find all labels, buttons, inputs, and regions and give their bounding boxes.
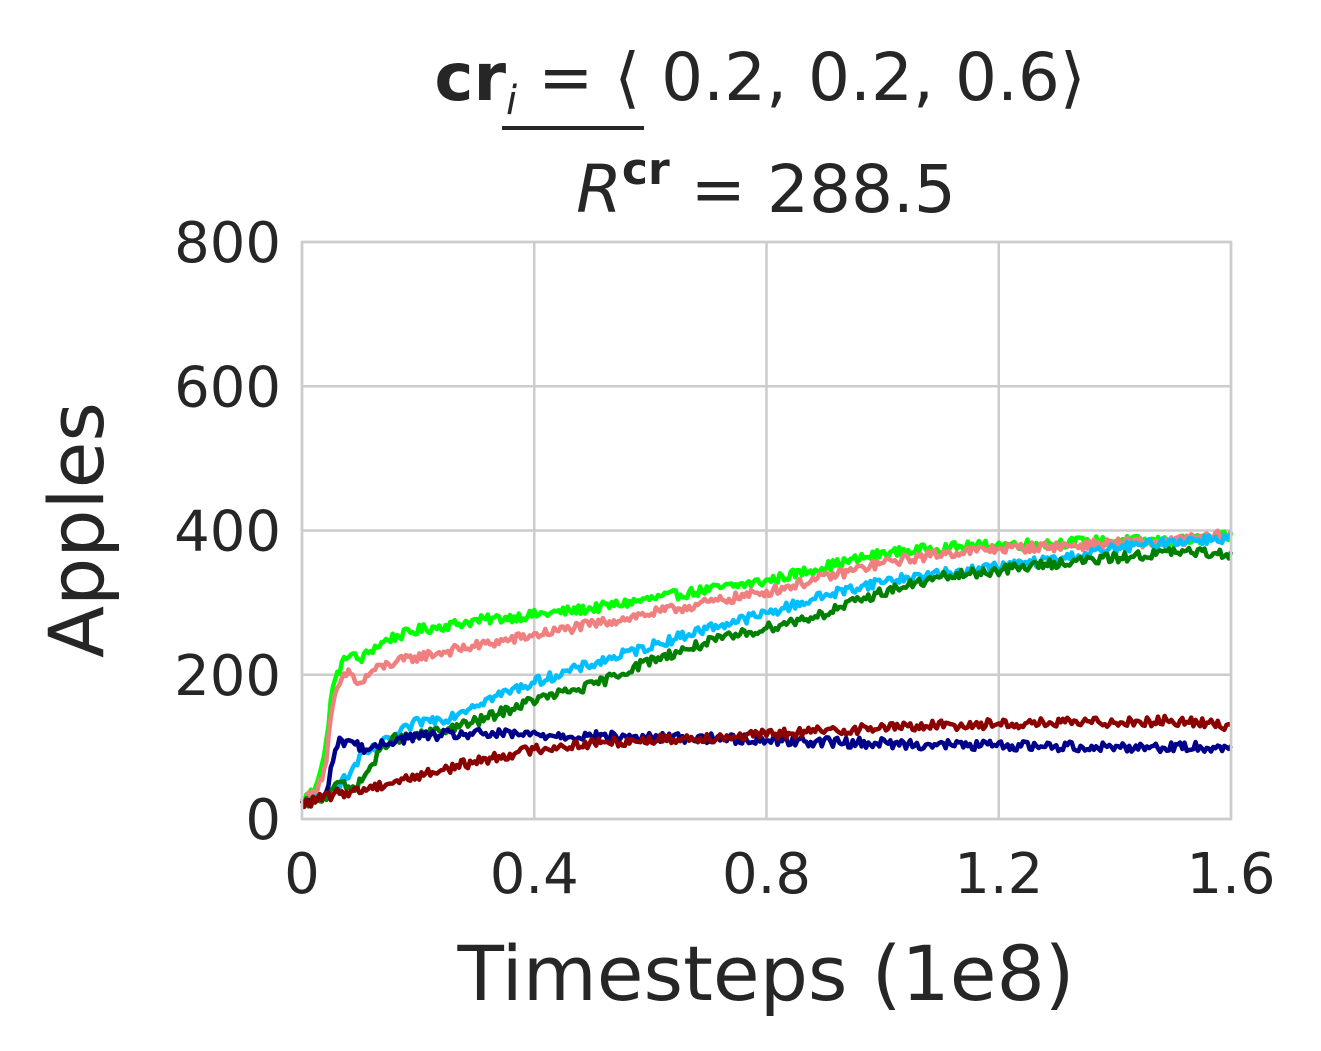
series-line	[300, 529, 1234, 805]
x-tick-label: 0	[284, 842, 320, 907]
y-tick-label: 400	[174, 500, 281, 565]
y-tick-labels: 0 200 400 600 800	[174, 211, 281, 853]
y-tick-label: 600	[174, 355, 281, 420]
y-tick-label: 800	[174, 211, 281, 276]
y-tick-label: 0	[245, 788, 281, 853]
series-group	[299, 528, 1234, 810]
series-line	[299, 528, 1233, 807]
chart-title-line2: Rcr = 288.5	[576, 144, 956, 228]
chart-title-line1: cri = ⟨ 0.2, 0.2, 0.6⟩	[434, 39, 1085, 124]
series-line	[300, 545, 1234, 809]
y-tick-label: 200	[174, 644, 281, 709]
y-axis-label: Apples	[32, 402, 121, 658]
x-tick-label: 0.8	[722, 842, 811, 907]
x-tick-label: 1.6	[1186, 842, 1275, 907]
x-tick-label: 0.4	[490, 842, 579, 907]
x-axis-label: Timesteps (1e8)	[457, 929, 1075, 1018]
series-line	[299, 713, 1232, 810]
series-line	[300, 726, 1233, 808]
x-tick-label: 1.2	[954, 842, 1043, 907]
x-tick-labels: 0 0.4 0.8 1.2 1.6	[284, 842, 1275, 907]
plot-frame	[300, 240, 1233, 821]
